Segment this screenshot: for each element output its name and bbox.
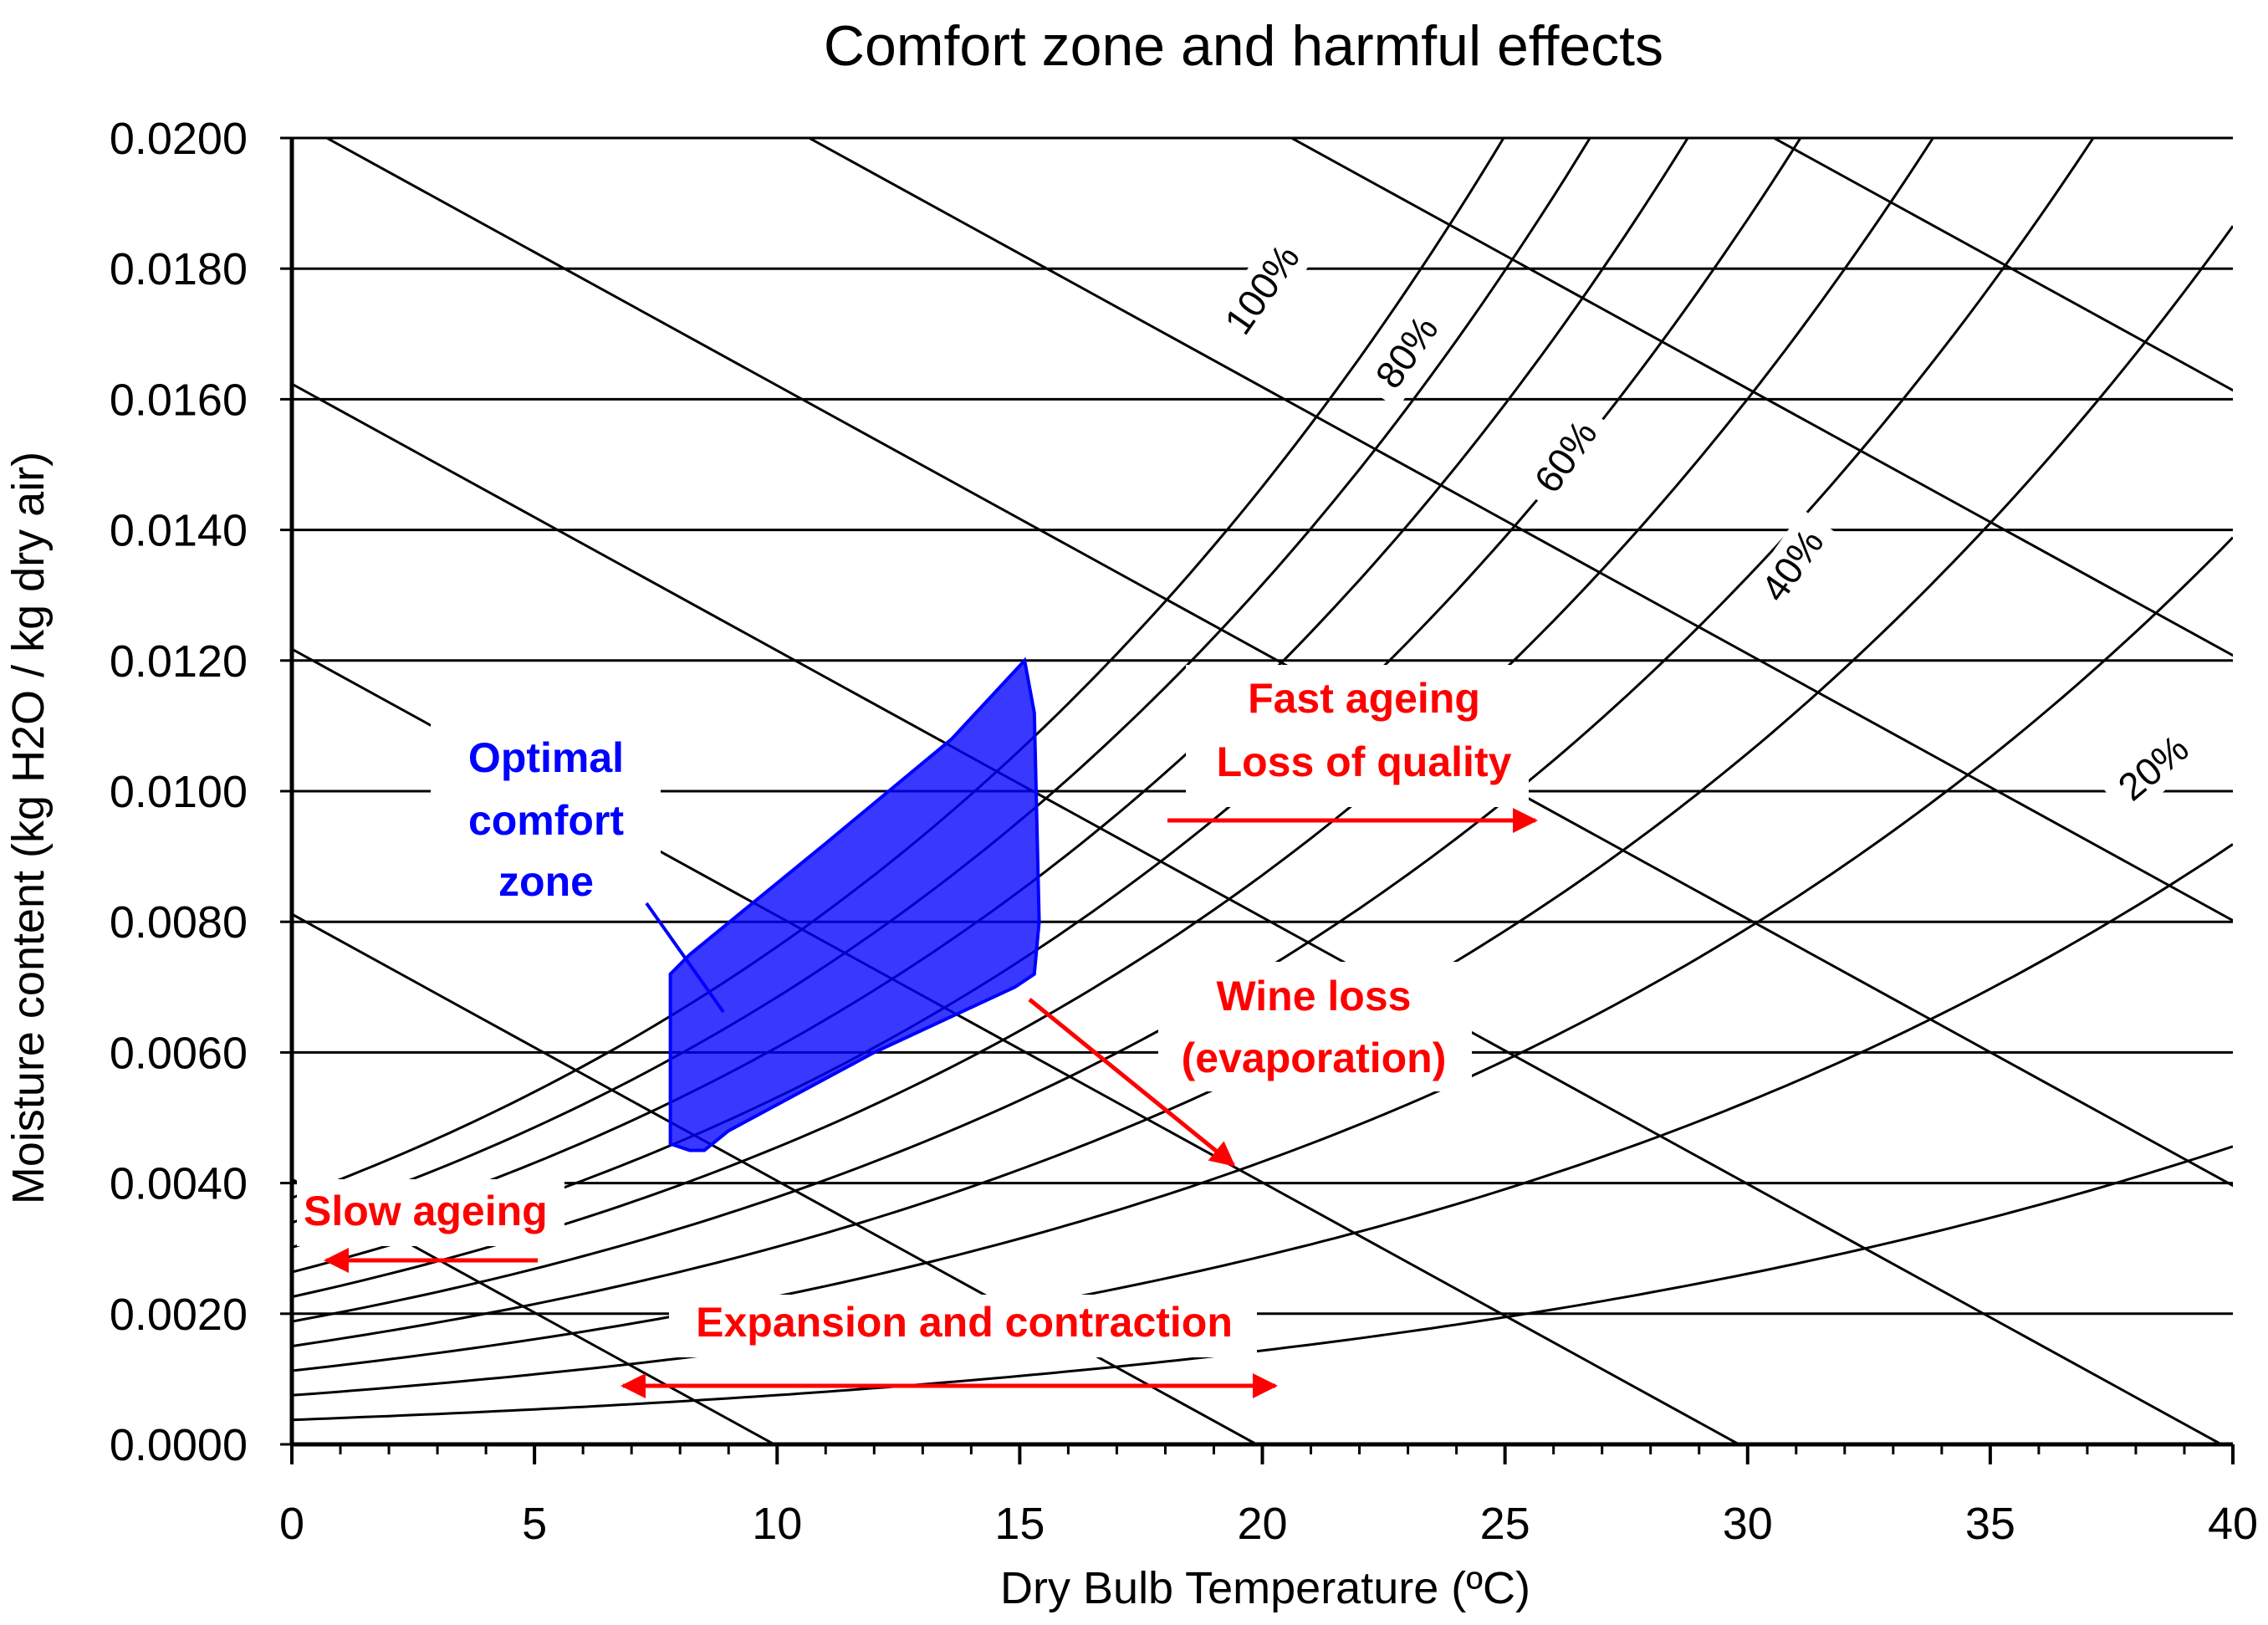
x-tick-label: 35 (1965, 1499, 2015, 1549)
y-tick-label: 0.0200 (110, 114, 248, 164)
x-tick-label: 30 (1723, 1499, 1773, 1549)
y-tick-label: 0.0160 (110, 375, 248, 425)
y-tick-label: 0.0100 (110, 767, 248, 817)
expansion-annotation: Expansion and contraction (621, 1295, 1278, 1398)
wine-loss-line-1: Wine loss (1217, 973, 1412, 1019)
y-tick-label: 0.0000 (110, 1420, 248, 1470)
optimal-line-2: comfort (468, 797, 624, 844)
enthalpy-line-40 (292, 382, 2222, 1444)
rh-curve-20 (292, 843, 2233, 1397)
optimal-line-1: Optimal (468, 734, 624, 781)
fast-ageing-annotation: Fast ageing Loss of quality (1167, 665, 1538, 833)
enthalpy-line-70 (1289, 138, 2233, 657)
y-tick-label: 0.0020 (110, 1290, 248, 1340)
x-tick-label: 0 (279, 1499, 304, 1549)
x-tick-marks (290, 1444, 2235, 1464)
y-tick-label: 0.0080 (110, 897, 248, 948)
x-tick-labels: 0 5 10 15 20 25 30 35 40 (279, 1499, 2258, 1549)
y-tick-label: 0.0060 (110, 1028, 248, 1078)
x-tick-label: 25 (1480, 1499, 1530, 1549)
x-tick-label: 5 (522, 1499, 547, 1549)
rh-label-100-text: 100% (1216, 237, 1308, 342)
y-tick-label: 0.0120 (110, 636, 248, 687)
y-tick-label: 0.0140 (110, 506, 248, 556)
x-tick-label: 10 (752, 1499, 802, 1549)
y-axis-label: Moisture content (kg H2O / kg dry air) (3, 452, 54, 1204)
rh-curve-30 (292, 536, 2233, 1372)
rh-label-100: 100% (1205, 222, 1320, 357)
chart-title: Comfort zone and harmful effects (824, 14, 1663, 78)
y-tick-label: 0.0040 (110, 1159, 248, 1209)
enthalpy-line-50 (324, 138, 2233, 1188)
wine-loss-arrow (1028, 998, 1236, 1167)
optimal-pointer-line (645, 902, 725, 1014)
slow-ageing-text: Slow ageing (304, 1188, 548, 1234)
enthalpy-line-20 (292, 912, 1258, 1444)
x-axis-label: Dry Bulb Temperature (ºC) (1000, 1563, 1530, 1613)
optimal-line-3: zone (498, 858, 594, 905)
y-tick-marks (280, 136, 292, 1446)
x-tick-label: 15 (994, 1499, 1045, 1549)
fast-ageing-line-2: Loss of quality (1217, 738, 1512, 785)
wine-loss-line-2: (evaporation) (1182, 1035, 1447, 1081)
enthalpy-line-10 (292, 1178, 775, 1444)
optimal-comfort-annotation: Optimal comfort zone (431, 719, 725, 1014)
rh-label-60: 60% (1516, 400, 1617, 514)
expansion-text: Expansion and contraction (696, 1299, 1233, 1346)
rh-curve-10 (292, 1145, 2233, 1422)
y-tick-label: 0.0180 (110, 244, 248, 294)
enthalpy-line-60 (806, 138, 2233, 922)
slow-ageing-annotation: Slow ageing (297, 1179, 564, 1273)
comfort-zone-region (668, 657, 1041, 1152)
fast-ageing-line-1: Fast ageing (1248, 675, 1480, 722)
y-tick-labels: 0.0000 0.0020 0.0040 0.0060 0.0080 0.0100 0.01… (110, 114, 248, 1470)
wine-loss-annotation: Wine loss (evaporation) (1028, 962, 1472, 1167)
rh-label-80: 80% (1357, 295, 1458, 409)
rh-curve-60 (292, 138, 1935, 1299)
rh-label-20: 20% (2098, 716, 2209, 820)
x-tick-label: 40 (2208, 1499, 2258, 1549)
x-tick-label: 20 (1237, 1499, 1287, 1549)
